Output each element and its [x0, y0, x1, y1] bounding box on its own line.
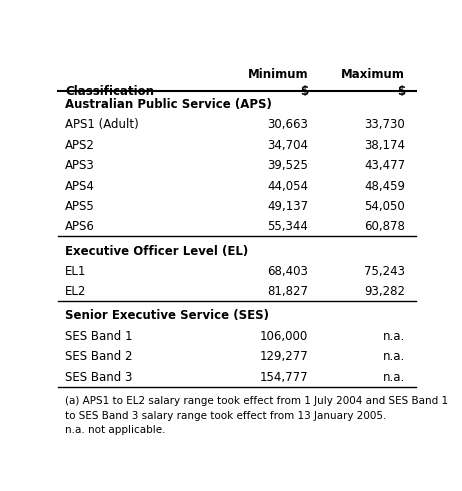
Text: $: $ — [300, 85, 309, 98]
Text: $: $ — [397, 85, 405, 98]
Text: 49,137: 49,137 — [267, 200, 309, 213]
Text: 75,243: 75,243 — [364, 265, 405, 278]
Text: 81,827: 81,827 — [267, 285, 309, 299]
Text: Maximum: Maximum — [341, 68, 405, 82]
Text: Classification: Classification — [65, 85, 154, 98]
Text: n.a. not applicable.: n.a. not applicable. — [65, 425, 165, 435]
Text: 48,459: 48,459 — [364, 180, 405, 192]
Text: Executive Officer Level (EL): Executive Officer Level (EL) — [65, 245, 248, 258]
Text: 30,663: 30,663 — [267, 118, 309, 132]
Text: 39,525: 39,525 — [267, 159, 309, 172]
Text: 154,777: 154,777 — [260, 371, 309, 384]
Text: APS5: APS5 — [65, 200, 95, 213]
Text: 38,174: 38,174 — [364, 139, 405, 152]
Text: to SES Band 3 salary range took effect from 13 January 2005.: to SES Band 3 salary range took effect f… — [65, 410, 386, 420]
Text: APS3: APS3 — [65, 159, 95, 172]
Text: SES Band 2: SES Band 2 — [65, 350, 133, 363]
Text: 93,282: 93,282 — [364, 285, 405, 299]
Text: APS4: APS4 — [65, 180, 95, 192]
Text: Australian Public Service (APS): Australian Public Service (APS) — [65, 98, 272, 111]
Text: n.a.: n.a. — [383, 350, 405, 363]
Text: 106,000: 106,000 — [260, 330, 309, 343]
Text: 33,730: 33,730 — [365, 118, 405, 132]
Text: 34,704: 34,704 — [267, 139, 309, 152]
Text: EL1: EL1 — [65, 265, 86, 278]
Text: 44,054: 44,054 — [267, 180, 309, 192]
Text: 60,878: 60,878 — [364, 220, 405, 233]
Text: APS2: APS2 — [65, 139, 95, 152]
Text: APS1 (Adult): APS1 (Adult) — [65, 118, 139, 132]
Text: n.a.: n.a. — [383, 371, 405, 384]
Text: (a) APS1 to EL2 salary range took effect from 1 July 2004 and SES Band 1: (a) APS1 to EL2 salary range took effect… — [65, 396, 448, 406]
Text: n.a.: n.a. — [383, 330, 405, 343]
Text: 43,477: 43,477 — [364, 159, 405, 172]
Text: SES Band 3: SES Band 3 — [65, 371, 132, 384]
Text: EL2: EL2 — [65, 285, 86, 299]
Text: 129,277: 129,277 — [260, 350, 309, 363]
Text: Minimum: Minimum — [248, 68, 309, 82]
Text: 55,344: 55,344 — [267, 220, 309, 233]
Text: SES Band 1: SES Band 1 — [65, 330, 133, 343]
Text: Senior Executive Service (SES): Senior Executive Service (SES) — [65, 309, 269, 323]
Text: 54,050: 54,050 — [365, 200, 405, 213]
Text: APS6: APS6 — [65, 220, 95, 233]
Text: 68,403: 68,403 — [267, 265, 309, 278]
